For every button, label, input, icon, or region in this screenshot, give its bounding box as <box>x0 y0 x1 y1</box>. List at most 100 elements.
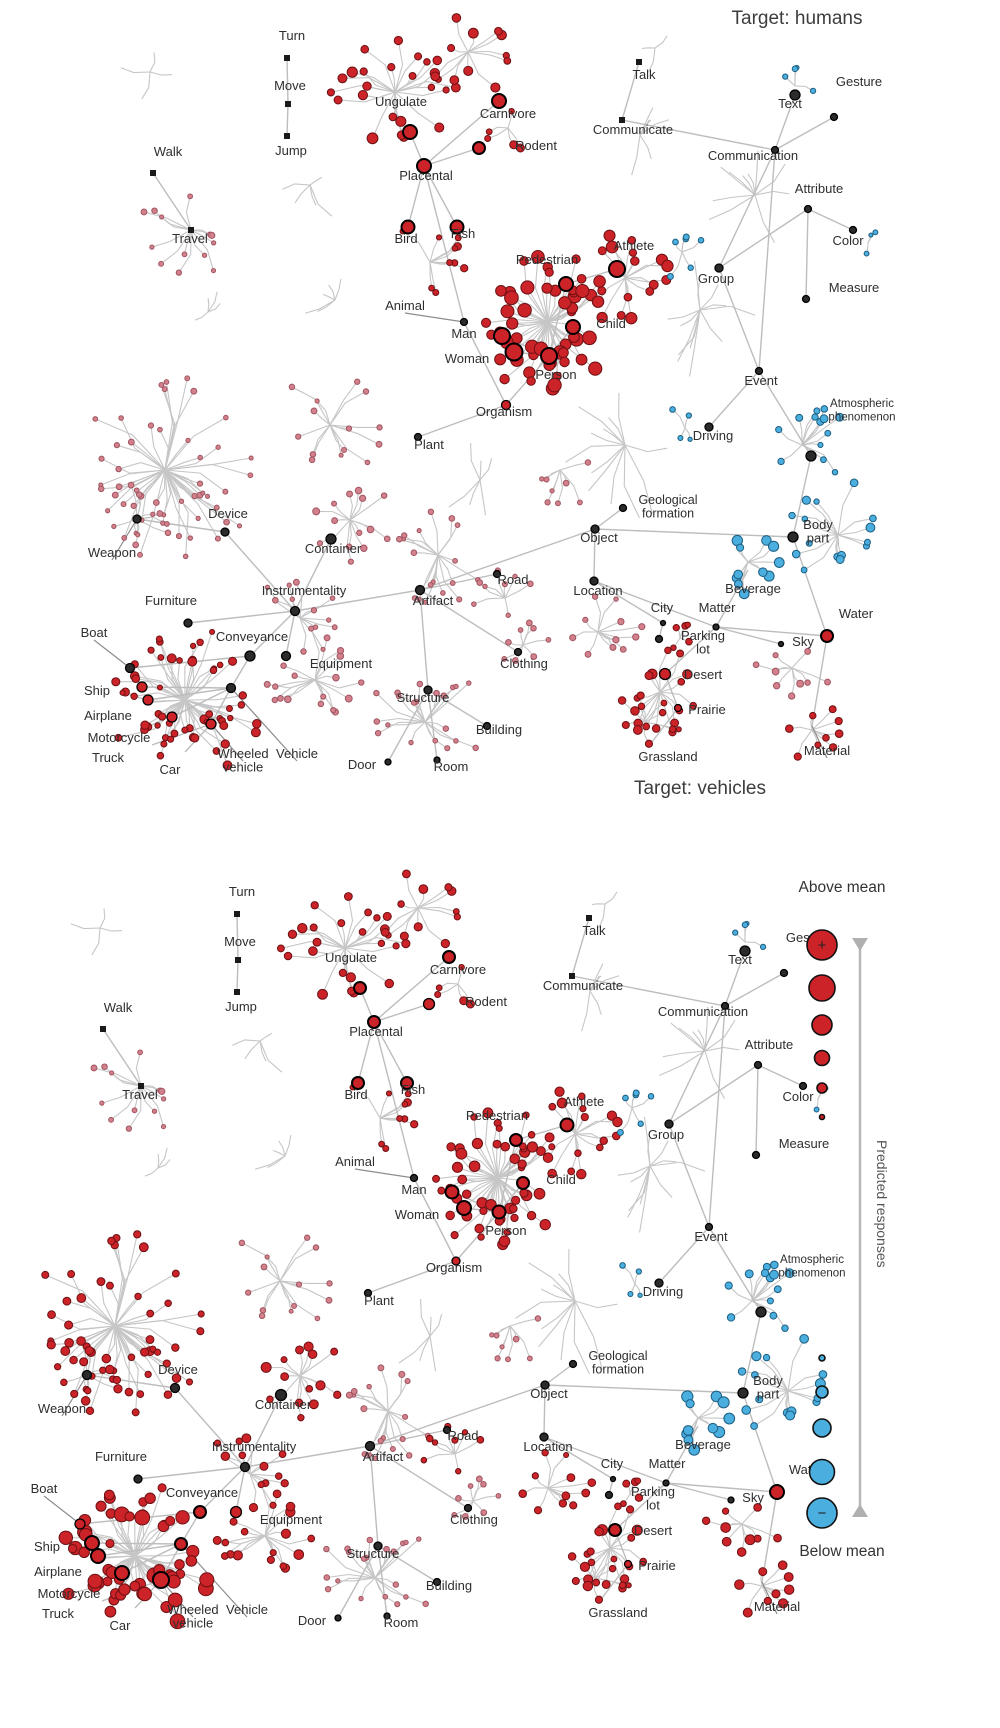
response-dot <box>337 919 346 928</box>
response-dot <box>527 1131 536 1139</box>
response-dot <box>420 1456 428 1464</box>
node-container <box>274 1388 288 1402</box>
response-dot <box>620 1500 627 1508</box>
response-dot <box>401 532 408 539</box>
response-dot <box>732 929 739 936</box>
response-dot <box>566 1473 576 1483</box>
response-dot <box>160 1123 167 1130</box>
response-dot <box>373 689 380 697</box>
node-label-carnivore: Carnivore <box>430 962 486 977</box>
response-dot <box>346 66 358 78</box>
response-dot <box>635 1268 642 1275</box>
response-dot <box>69 1355 78 1365</box>
response-dot <box>220 1552 229 1560</box>
response-dot <box>601 1579 611 1589</box>
response-dot <box>762 1353 771 1362</box>
response-dot <box>212 1535 222 1545</box>
response-dot <box>447 44 456 53</box>
node-fish <box>449 219 465 235</box>
response-dot <box>320 646 326 652</box>
response-dot <box>133 1230 142 1239</box>
response-dot <box>90 1064 98 1072</box>
node-label-child: Child <box>596 316 626 331</box>
response-dot <box>586 1547 595 1556</box>
response-dot <box>505 638 512 646</box>
response-dot <box>612 636 620 644</box>
node-child <box>516 1176 530 1190</box>
response-dot <box>596 311 608 324</box>
node-label-bodypart: Body part <box>803 517 833 546</box>
response-dot <box>544 267 554 277</box>
response-dot <box>557 347 569 359</box>
response-dot <box>228 656 238 666</box>
response-dot <box>378 1140 385 1148</box>
node-weapon <box>81 1369 93 1381</box>
node-vehicle <box>225 682 237 694</box>
response-dot <box>440 692 447 699</box>
response-dot <box>434 122 445 133</box>
response-dot <box>489 1332 495 1338</box>
response-dot <box>534 1315 542 1322</box>
response-dot <box>216 661 224 669</box>
response-dot <box>741 921 749 929</box>
node-label-beverage: Beverage <box>675 1437 731 1452</box>
response-dot <box>466 680 472 686</box>
response-dot <box>196 480 204 487</box>
node-communicate <box>619 117 625 123</box>
node-label-parking: Parking lot <box>631 1484 675 1513</box>
node-device <box>169 1382 181 1394</box>
node-atmos <box>755 1306 767 1318</box>
node-label-parking: Parking lot <box>681 628 725 657</box>
node-wheeledv <box>152 1571 170 1589</box>
response-dot <box>442 86 450 94</box>
response-dot <box>492 1139 502 1149</box>
node-man <box>444 1184 460 1200</box>
response-dot <box>734 1579 745 1590</box>
response-dot <box>220 739 230 749</box>
response-dot <box>519 1188 529 1198</box>
response-dot <box>175 1510 190 1525</box>
response-dot <box>449 580 456 586</box>
response-dot <box>475 1475 483 1483</box>
response-dot <box>820 456 827 464</box>
response-dot <box>682 233 690 241</box>
response-dot <box>676 649 685 658</box>
response-dot <box>266 1395 274 1404</box>
response-dot <box>398 1370 406 1378</box>
node-label-location: Location <box>573 583 622 598</box>
response-dot <box>672 238 679 246</box>
response-dot <box>408 71 417 80</box>
response-dot <box>119 689 126 696</box>
response-dot <box>495 1124 503 1132</box>
response-dot <box>805 539 813 547</box>
response-dot <box>221 1538 230 1547</box>
response-dot <box>411 595 418 601</box>
response-dot <box>187 535 194 541</box>
node-man <box>493 327 511 345</box>
response-dot <box>269 1549 277 1557</box>
legend-red-circle <box>808 974 836 1002</box>
node-label-animal: Animal <box>335 1154 375 1169</box>
response-dot <box>314 398 320 404</box>
response-dot <box>518 1489 528 1498</box>
response-dot <box>669 406 676 413</box>
response-dot <box>751 1371 759 1379</box>
response-dot <box>697 236 705 244</box>
node-child <box>565 319 581 335</box>
response-dot <box>324 1585 332 1593</box>
response-dot <box>619 645 627 653</box>
response-dot <box>151 207 158 215</box>
response-dot <box>331 517 339 525</box>
response-dot <box>285 1501 296 1512</box>
response-dot <box>548 1102 557 1111</box>
node-label-room: Room <box>434 759 469 774</box>
response-dot <box>637 1120 644 1127</box>
response-dot <box>182 553 189 560</box>
node-placental <box>416 158 432 174</box>
response-dot <box>742 1607 753 1618</box>
response-dot <box>323 1574 331 1581</box>
response-dot <box>70 1389 79 1399</box>
response-dot <box>181 251 188 258</box>
node-prairie <box>673 703 683 713</box>
